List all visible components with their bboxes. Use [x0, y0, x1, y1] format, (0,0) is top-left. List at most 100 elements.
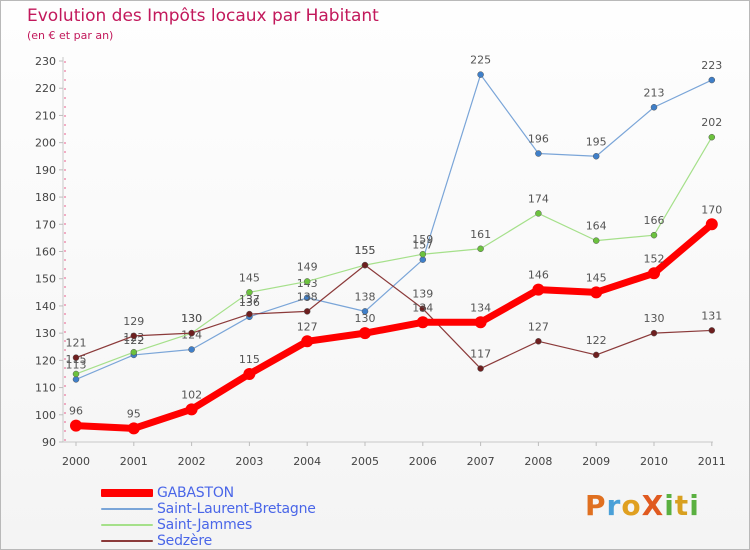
y-tick-label: 160: [35, 246, 56, 259]
legend-swatch: [101, 489, 153, 497]
x-tick-label: 2011: [698, 455, 726, 468]
legend-label: Saint-Jammes: [157, 517, 253, 533]
data-point: [650, 329, 658, 337]
legend-swatch: [101, 540, 153, 542]
data-label: 115: [239, 353, 260, 366]
data-label: 155: [355, 244, 376, 257]
x-tick-label: 2003: [235, 455, 263, 468]
data-point: [532, 283, 545, 296]
data-label: 223: [701, 59, 722, 72]
data-point: [708, 76, 716, 84]
chart-subtitle: (en € et par an): [27, 29, 114, 42]
series-line-saint-jammes: [75, 136, 713, 375]
y-tick-label: 90: [42, 436, 56, 449]
data-label: 122: [123, 334, 144, 347]
data-point: [592, 153, 600, 160]
y-tick-label: 150: [35, 273, 56, 286]
legend-item: Saint-Jammes: [101, 517, 316, 533]
logo-letter: t: [674, 489, 690, 522]
data-label: 138: [297, 290, 318, 303]
data-label: 145: [239, 271, 260, 284]
data-label: 131: [701, 309, 722, 322]
data-point: [419, 305, 427, 312]
legend-item: Saint-Laurent-Bretagne: [101, 501, 316, 517]
data-label: 174: [528, 192, 549, 205]
data-point: [650, 231, 658, 239]
logo-letter: i: [689, 489, 700, 522]
data-point: [303, 308, 311, 315]
data-point: [592, 351, 600, 359]
data-label: 195: [586, 135, 607, 148]
y-tick-label: 140: [35, 300, 56, 313]
data-label: 155: [355, 244, 376, 257]
data-label: 145: [586, 271, 607, 284]
y-tick-label: 170: [35, 218, 56, 231]
data-point: [246, 310, 253, 318]
legend-swatch: [101, 524, 153, 526]
x-tick-label: 2000: [62, 455, 90, 468]
y-tick-label: 120: [35, 354, 56, 367]
x-tick-label: 2007: [467, 455, 495, 468]
data-point: [474, 316, 487, 329]
proxiti-logo: ProXiti: [585, 489, 700, 522]
data-point: [416, 316, 429, 329]
y-tick-label: 190: [35, 164, 56, 177]
y-tick-label: 180: [35, 191, 56, 204]
y-tick-label: 200: [35, 137, 56, 150]
series-line-gabaston: [72, 220, 716, 432]
series-line-sedz-re: [75, 264, 713, 370]
data-point: [130, 332, 138, 340]
data-label: 202: [701, 116, 722, 129]
x-tick-label: 2009: [582, 455, 610, 468]
data-point: [477, 71, 484, 78]
y-tick-label: 100: [35, 409, 56, 422]
data-point: [127, 422, 140, 435]
legend-label: Sedzère: [157, 533, 213, 549]
x-tick-label: 2002: [178, 455, 206, 468]
data-label: 213: [644, 86, 665, 99]
data-point: [72, 370, 80, 378]
data-point: [419, 256, 427, 263]
data-point: [188, 329, 195, 337]
data-point: [303, 278, 311, 285]
data-label: 152: [644, 252, 665, 265]
x-tick-label: 2001: [120, 455, 148, 468]
legend-swatch: [101, 508, 153, 510]
data-point: [301, 335, 314, 348]
data-label: 138: [355, 290, 376, 303]
x-tick-label: 2006: [409, 455, 437, 468]
data-label: 137: [239, 293, 260, 306]
data-point: [419, 250, 427, 258]
x-tick-label: 2005: [351, 455, 379, 468]
logo-letter: r: [606, 489, 622, 522]
series-line-saint-laurent-bretagne: [75, 74, 713, 381]
data-point: [185, 403, 198, 416]
legend-label: GABASTON: [157, 485, 234, 501]
data-point: [590, 286, 603, 299]
data-point: [246, 289, 253, 296]
x-tick-label: 2008: [524, 455, 552, 468]
chart-legend: GABASTON Saint-Laurent-Bretagne Saint-Jamm…: [101, 485, 316, 549]
data-label: 159: [412, 233, 433, 246]
data-label: 196: [528, 133, 549, 146]
data-label: 117: [470, 348, 491, 361]
legend-label: Saint-Laurent-Bretagne: [157, 501, 316, 517]
data-label: 146: [528, 269, 549, 282]
data-label: 130: [355, 312, 376, 325]
data-point: [188, 346, 195, 353]
y-tick-label: 110: [35, 382, 56, 395]
data-label: 127: [297, 320, 318, 333]
data-label: 130: [644, 312, 665, 325]
chart-title: Evolution des Impôts locaux par Habitant: [27, 6, 379, 26]
data-point: [361, 308, 369, 315]
data-label: 121: [66, 337, 87, 350]
data-point: [477, 365, 484, 372]
data-point: [535, 210, 542, 217]
data-label: 225: [470, 54, 491, 67]
data-point: [72, 376, 80, 383]
data-point: [648, 267, 660, 280]
data-label: 161: [470, 228, 491, 241]
data-label: 134: [470, 301, 491, 314]
